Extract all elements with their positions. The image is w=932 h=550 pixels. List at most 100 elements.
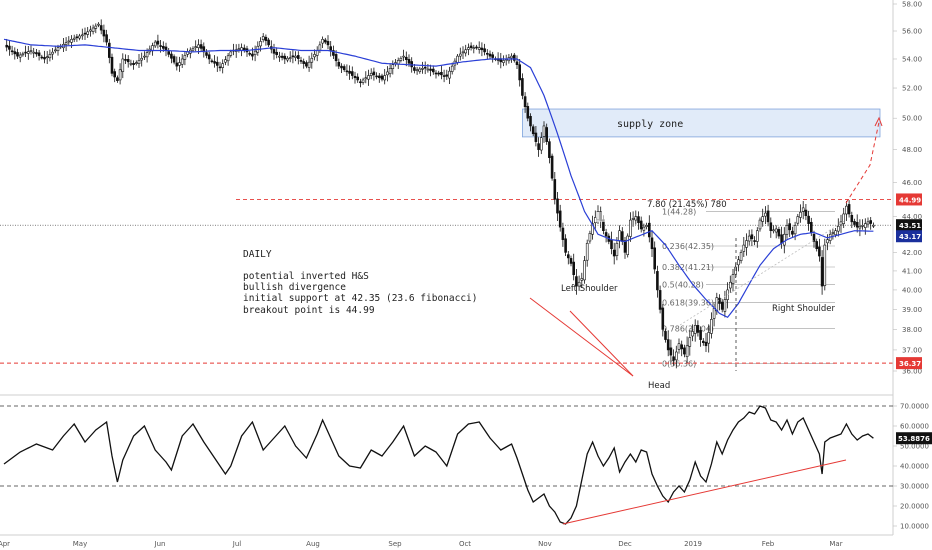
price-tick-label-14: 36.00 <box>902 368 922 376</box>
candle-body-213 <box>577 281 581 287</box>
candle-body-108 <box>294 55 297 58</box>
candle-body-65 <box>178 62 181 66</box>
candle-body-15 <box>43 56 46 60</box>
candle-body-218 <box>591 223 594 235</box>
osc-last-value-text: 53.8876 <box>898 435 930 443</box>
candle-body-101 <box>275 51 279 56</box>
oscillator-axis: 70.0000 60.0000 50.0000 40.0000 30.0000 20.00… <box>893 403 932 531</box>
right-shoulder-label: Right Shoulder <box>772 304 835 314</box>
candle-body-109 <box>296 55 300 59</box>
fib-label-6: 0(36.36) <box>662 359 696 368</box>
time-tick-5: Sep <box>388 540 402 548</box>
candle-body-269 <box>728 281 732 289</box>
moving-average-line <box>3 38 874 319</box>
price-tag-text-2: 43.17 <box>899 233 921 241</box>
fib-label-4: 0.618(39.36) <box>662 298 714 307</box>
price-tick-label-12: 38.00 <box>902 326 922 334</box>
candle-body-136 <box>369 73 373 76</box>
candle-body-31 <box>86 31 89 35</box>
candle-body-202 <box>548 141 551 158</box>
candle-body-234 <box>634 216 638 221</box>
candle-body-169 <box>458 53 462 57</box>
candle-body-68 <box>186 51 189 55</box>
candle-body-47 <box>129 62 133 65</box>
osc-tick-label-2: 50.0000 <box>900 443 929 451</box>
projection-dotted <box>679 219 847 326</box>
candle-body-264 <box>715 297 719 312</box>
candle-body-298 <box>807 215 810 224</box>
candle-body-130 <box>353 75 357 79</box>
candle-body-131 <box>356 76 360 81</box>
candle-body-123 <box>334 54 338 62</box>
candle-body-154 <box>418 68 422 72</box>
target-arrowhead <box>874 116 883 127</box>
fib-label-2: 0.382(41.21) <box>662 263 714 272</box>
candle-body-2 <box>8 45 11 50</box>
left-neckline-red <box>529 297 634 377</box>
candle-body-39 <box>108 42 111 58</box>
timeframe-label: DAILY <box>243 249 272 260</box>
candle-body-270 <box>731 274 735 284</box>
candle-body-237 <box>642 226 646 231</box>
candle-body-208 <box>564 238 567 253</box>
candle-body-214 <box>580 278 584 281</box>
candle-body-19 <box>53 49 57 52</box>
candle-body-318 <box>861 225 864 227</box>
candle-body-247 <box>669 347 673 356</box>
candle-body-209 <box>566 254 570 259</box>
candle-body-156 <box>423 66 427 69</box>
candle-body-71 <box>194 46 197 48</box>
candle-body-164 <box>445 74 449 77</box>
candle-body-203 <box>550 155 554 179</box>
candle-body-158 <box>429 68 432 71</box>
candle-body-229 <box>620 231 624 242</box>
candle-body-254 <box>688 337 692 347</box>
time-axis: Apr May Jun Jul Aug Sep Oct Nov Dec 2019 Feb Mar <box>0 540 843 548</box>
candle-body-20 <box>56 47 60 51</box>
candle-body-24 <box>67 40 71 43</box>
candle-body-58 <box>159 45 162 47</box>
candle-body-116 <box>315 50 319 56</box>
candle-body-255 <box>691 331 694 337</box>
candle-body-40 <box>110 56 114 74</box>
candle-body-168 <box>456 55 459 63</box>
candle-body-303 <box>820 257 824 287</box>
candle-body-272 <box>737 259 740 266</box>
candle-body-242 <box>656 271 659 291</box>
time-tick-2: Jun <box>154 540 166 548</box>
candle-body-250 <box>677 343 681 350</box>
candle-body-279 <box>755 230 759 242</box>
price-tick-label-8: 42.00 <box>902 249 922 257</box>
candle-body-199 <box>539 137 543 151</box>
note-line-4: breakout point is 44.99 <box>243 305 375 316</box>
candle-body-170 <box>461 51 465 54</box>
osc-tick-label-5: 20.0000 <box>900 503 929 511</box>
candle-body-52 <box>143 55 146 58</box>
price-axis: 58.00 56.00 54.00 52.00 50.00 48.00 46.00 44.00… <box>893 1 922 376</box>
candle-body-251 <box>680 344 684 350</box>
candle-body-133 <box>361 79 365 83</box>
candle-body-111 <box>302 61 306 64</box>
candle-body-152 <box>413 67 416 71</box>
candle-body-316 <box>855 221 859 228</box>
candle-body-128 <box>348 70 351 74</box>
candle-body-193 <box>523 96 527 108</box>
candle-body-275 <box>745 240 748 248</box>
candle-body-153 <box>415 69 419 72</box>
osc-last-value-tag <box>896 432 932 445</box>
candle-body-163 <box>442 75 446 77</box>
candle-body-312 <box>845 205 848 215</box>
candle-body-314 <box>850 214 854 223</box>
candle-body-291 <box>788 223 792 231</box>
candle-body-63 <box>172 56 176 63</box>
candle-body-276 <box>747 235 751 242</box>
candle-body-171 <box>464 49 468 54</box>
candle-body-241 <box>653 247 657 270</box>
candle-body-286 <box>774 228 778 233</box>
candle-body-258 <box>699 330 702 340</box>
candle-body-132 <box>359 81 362 84</box>
candle-body-34 <box>94 25 98 29</box>
candle-body-120 <box>326 41 330 46</box>
candle-body-49 <box>135 62 138 64</box>
